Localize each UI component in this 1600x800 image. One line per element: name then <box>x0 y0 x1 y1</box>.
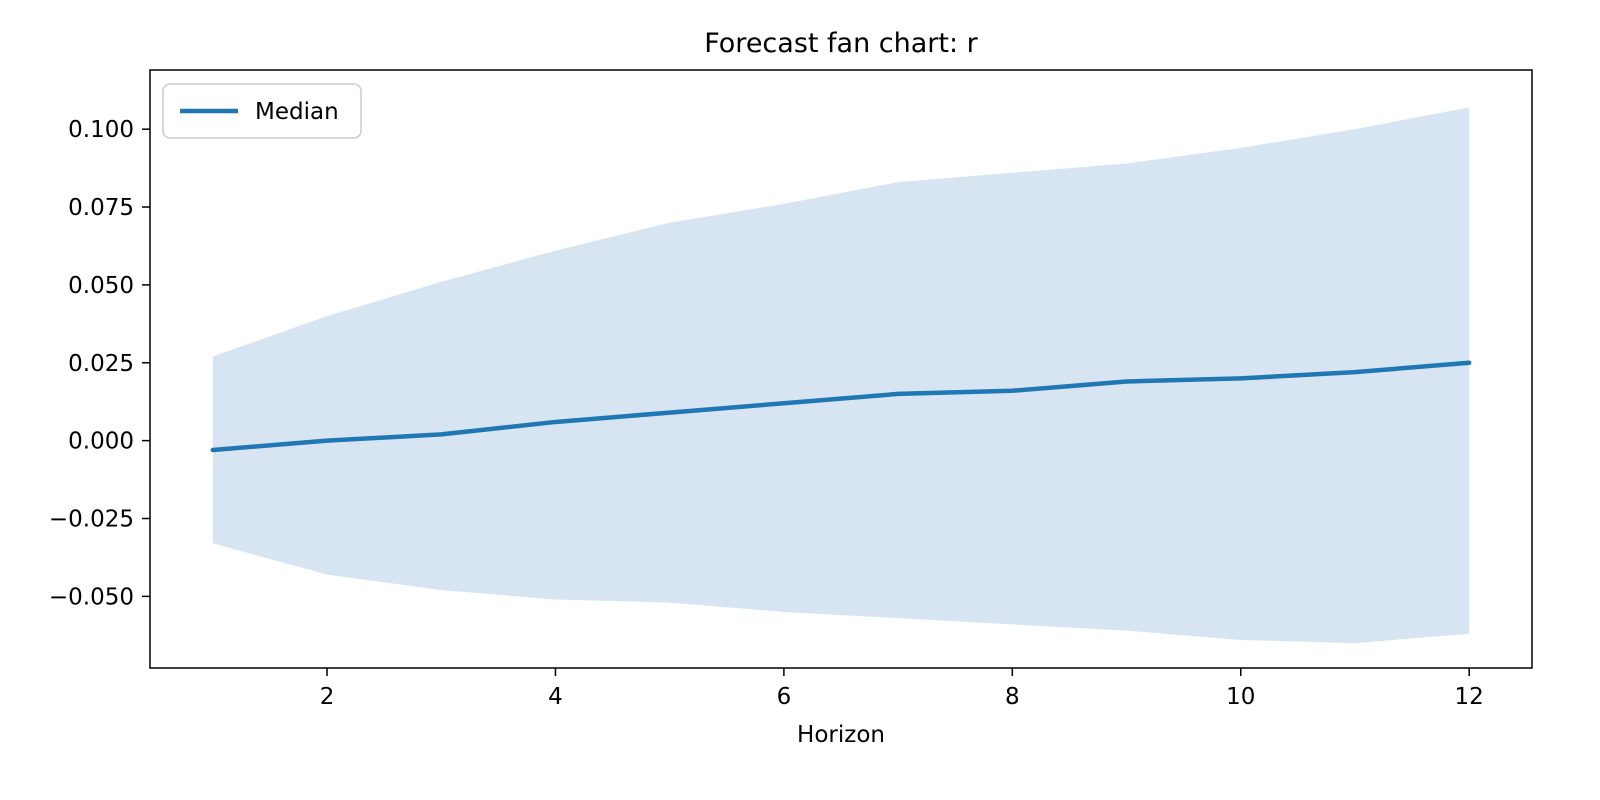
forecast-band-area <box>212 107 1470 644</box>
x-axis-label: Horizon <box>797 722 885 748</box>
y-tick-label: −0.050 <box>49 584 134 610</box>
legend: Median <box>162 83 362 139</box>
x-tick-label: 2 <box>320 684 335 710</box>
x-tick-label: 12 <box>1455 684 1484 710</box>
x-axis-ticks: 2 4 6 8 10 12 <box>320 668 1484 710</box>
legend-box <box>162 83 362 139</box>
legend-label: Median <box>255 99 339 125</box>
x-tick-label: 10 <box>1226 684 1255 710</box>
y-axis-ticks: 0.100 0.075 0.050 0.025 0.000 −0.025 −0.050 <box>49 117 150 610</box>
median-line <box>210 360 1472 453</box>
y-tick-label: 0.000 <box>68 429 134 455</box>
y-tick-label: 0.025 <box>68 351 134 377</box>
x-tick-label: 8 <box>1005 684 1020 710</box>
y-tick-label: 0.050 <box>68 273 134 299</box>
y-tick-label: 0.100 <box>68 117 134 143</box>
y-tick-label: −0.025 <box>49 507 134 533</box>
x-tick-label: 4 <box>548 684 563 710</box>
x-tick-label: 6 <box>777 684 792 710</box>
chart-title: Forecast fan chart: r <box>704 28 978 59</box>
y-tick-label: 0.075 <box>68 195 134 221</box>
axes-spines <box>149 69 1533 669</box>
